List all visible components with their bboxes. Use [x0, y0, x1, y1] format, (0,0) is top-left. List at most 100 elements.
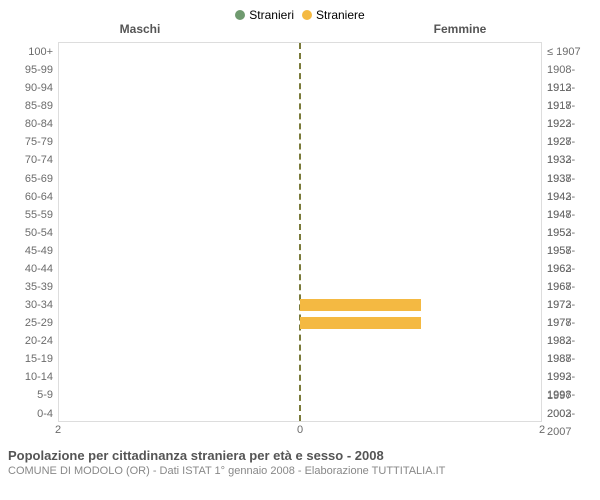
x-tick: 2 [539, 424, 545, 436]
y-label-left: 80-84 [1, 115, 57, 133]
y-label-left: 5-9 [1, 386, 57, 404]
female-half [300, 188, 541, 206]
legend-dot-male [235, 10, 245, 20]
pyramid-row: 50-541953-1957 [59, 224, 541, 242]
y-label-left: 85-89 [1, 97, 57, 115]
y-label-left: 70-74 [1, 151, 57, 169]
legend-item-female: Straniere [302, 8, 365, 22]
x-tick: 2 [55, 424, 61, 436]
y-label-left: 65-69 [1, 170, 57, 188]
female-half [300, 332, 541, 350]
y-label-left: 95-99 [1, 61, 57, 79]
pyramid-row: 75-791928-1932 [59, 133, 541, 151]
pyramid-row: 90-941913-1917 [59, 79, 541, 97]
y-label-left: 10-14 [1, 368, 57, 386]
pyramid-row: 55-591948-1952 [59, 206, 541, 224]
y-label-left: 90-94 [1, 79, 57, 97]
legend-label-male: Stranieri [249, 8, 294, 22]
y-label-left: 20-24 [1, 332, 57, 350]
y-label-left: 30-34 [1, 296, 57, 314]
male-half [59, 296, 300, 314]
female-half [300, 242, 541, 260]
male-half [59, 350, 300, 368]
plot-area: Fasce di età Anni di nascita 100+≤ 19079… [58, 42, 542, 422]
male-half [59, 260, 300, 278]
female-half [300, 350, 541, 368]
female-half [300, 151, 541, 169]
male-half [59, 115, 300, 133]
bar-female [300, 299, 421, 311]
male-half [59, 133, 300, 151]
y-label-right: ≤ 1907 [543, 43, 599, 61]
y-label-left: 45-49 [1, 242, 57, 260]
y-label-left: 15-19 [1, 350, 57, 368]
chart-container: Stranieri Straniere Maschi Femmine Fasce… [0, 0, 600, 500]
male-half [59, 224, 300, 242]
y-label-left: 100+ [1, 43, 57, 61]
female-half [300, 97, 541, 115]
male-half [59, 314, 300, 332]
pyramid-row: 30-341973-1977 [59, 296, 541, 314]
female-half [300, 314, 541, 332]
male-half [59, 278, 300, 296]
male-half [59, 170, 300, 188]
male-half [59, 79, 300, 97]
chart-subtitle: COMUNE DI MODOLO (OR) - Dati ISTAT 1° ge… [8, 465, 592, 477]
column-header-female: Femmine [320, 22, 600, 36]
legend-item-male: Stranieri [235, 8, 294, 22]
female-half [300, 278, 541, 296]
y-label-left: 75-79 [1, 133, 57, 151]
pyramid-row: 40-441963-1967 [59, 260, 541, 278]
column-header-male: Maschi [0, 22, 280, 36]
male-half [59, 332, 300, 350]
male-half [59, 61, 300, 79]
female-half [300, 386, 541, 404]
y-label-left: 35-39 [1, 278, 57, 296]
legend: Stranieri Straniere [0, 0, 600, 22]
column-headers: Maschi Femmine [0, 22, 600, 42]
y-label-left: 55-59 [1, 206, 57, 224]
pyramid-row: 85-891918-1922 [59, 97, 541, 115]
female-half [300, 61, 541, 79]
y-label-left: 25-29 [1, 314, 57, 332]
pyramid-row: 35-391968-1972 [59, 278, 541, 296]
female-half [300, 115, 541, 133]
pyramid-row: 95-991908-1912 [59, 61, 541, 79]
x-axis: 2 0 2 [58, 424, 542, 440]
pyramid-row: 15-191988-1992 [59, 350, 541, 368]
footer: Popolazione per cittadinanza straniera p… [0, 440, 600, 477]
female-half [300, 206, 541, 224]
female-half [300, 224, 541, 242]
male-half [59, 405, 300, 423]
male-half [59, 43, 300, 61]
pyramid-row: 60-641943-1947 [59, 188, 541, 206]
x-tick: 0 [297, 424, 303, 436]
male-half [59, 151, 300, 169]
y-label-left: 40-44 [1, 260, 57, 278]
pyramid-row: 20-241983-1987 [59, 332, 541, 350]
female-half [300, 296, 541, 314]
female-half [300, 405, 541, 423]
pyramid-row: 45-491958-1962 [59, 242, 541, 260]
pyramid-row: 25-291978-1982 [59, 314, 541, 332]
male-half [59, 368, 300, 386]
legend-dot-female [302, 10, 312, 20]
pyramid-row: 80-841923-1927 [59, 115, 541, 133]
male-half [59, 188, 300, 206]
male-half [59, 97, 300, 115]
pyramid-row: 70-741933-1937 [59, 151, 541, 169]
female-half [300, 260, 541, 278]
legend-label-female: Straniere [316, 8, 365, 22]
bar-female [300, 317, 421, 329]
female-half [300, 43, 541, 61]
chart-title: Popolazione per cittadinanza straniera p… [8, 448, 592, 463]
y-label-left: 0-4 [1, 405, 57, 423]
male-half [59, 206, 300, 224]
y-label-right: 2003-2007 [543, 405, 599, 441]
female-half [300, 133, 541, 151]
y-label-left: 60-64 [1, 188, 57, 206]
female-half [300, 79, 541, 97]
male-half [59, 386, 300, 404]
female-half [300, 170, 541, 188]
pyramid-row: 65-691938-1942 [59, 170, 541, 188]
